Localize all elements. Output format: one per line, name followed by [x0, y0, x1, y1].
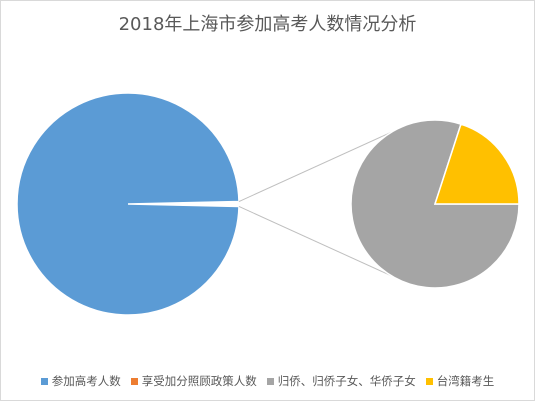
- legend-label: 参加高考人数: [51, 374, 121, 388]
- chart-title: 2018年上海市参加高考人数情况分析: [118, 14, 417, 35]
- legend-swatch: [425, 377, 433, 385]
- legend-swatch: [40, 377, 48, 385]
- slice-participants[interactable]: [16, 92, 240, 316]
- legend: 参加高考人数 享受加分照顾政策人数 归侨、归侨子女、华侨子女 台湾籍考生: [1, 373, 534, 389]
- connector-top: [238, 123, 410, 203]
- connector-lines: [238, 123, 410, 285]
- legend-item-taiwan[interactable]: 台湾籍考生: [425, 373, 495, 389]
- legend-label: 享受加分照顾政策人数: [141, 374, 257, 388]
- connector-bottom: [238, 205, 410, 285]
- legend-swatch: [266, 377, 274, 385]
- secondary-pie: [350, 119, 520, 289]
- slice-taiwan[interactable]: [433, 123, 520, 205]
- legend-label: 归侨、归侨子女、华侨子女: [277, 374, 416, 388]
- main-pie: [16, 92, 240, 316]
- legend-label: 台湾籍考生: [436, 374, 495, 388]
- legend-item-bonus-policy[interactable]: 享受加分照顾政策人数: [130, 373, 257, 389]
- legend-item-participants[interactable]: 参加高考人数: [40, 373, 121, 389]
- legend-item-overseas-chinese[interactable]: 归侨、归侨子女、华侨子女: [266, 373, 416, 389]
- legend-swatch: [130, 377, 138, 385]
